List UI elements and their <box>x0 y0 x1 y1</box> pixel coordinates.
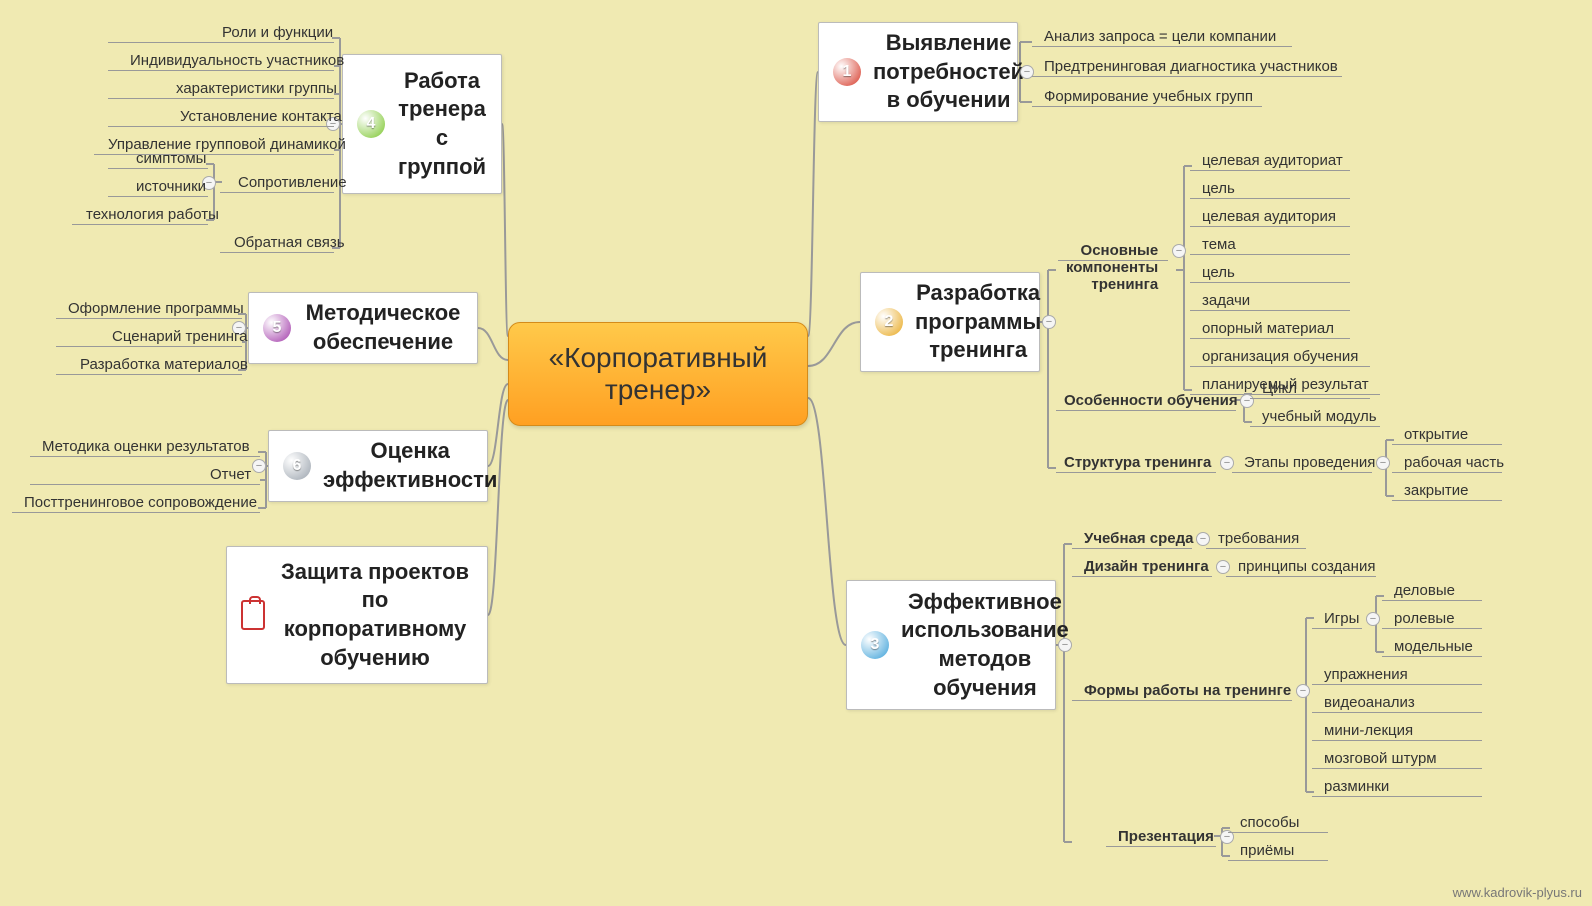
leaf-node[interactable]: Обратная связь <box>230 232 349 253</box>
leaf-node[interactable]: Игры <box>1320 608 1363 629</box>
collapse-toggle[interactable]: − <box>1376 456 1390 470</box>
leaf-node[interactable]: Посттренинговое сопровождение <box>20 492 261 513</box>
collapse-toggle[interactable]: − <box>1172 244 1186 258</box>
leaf-node[interactable]: технология работы <box>82 204 223 225</box>
branch-title: Работатренерасгруппой <box>397 67 487 181</box>
leaf-node[interactable]: принципы создания <box>1234 556 1379 577</box>
branch-title: Разработкапрограммытренинга <box>915 279 1041 365</box>
leaf-node[interactable]: источники <box>132 176 210 197</box>
leaf-node[interactable]: Дизайн тренинга <box>1080 556 1213 577</box>
leaf-node[interactable]: Методика оценки результатов <box>38 436 254 457</box>
branch-b5[interactable]: 5 Методическоеобеспечение <box>248 292 478 364</box>
branch-title: Выявлениепотребностейв обучении <box>873 29 1024 115</box>
leaf-node[interactable]: симптомы <box>132 148 210 169</box>
branch-title: Оценкаэффективности <box>323 437 497 494</box>
leaf-node[interactable]: Этапы проведения <box>1240 452 1379 473</box>
badge-icon: 2 <box>875 308 903 336</box>
leaf-node[interactable]: упражнения <box>1320 664 1412 685</box>
collapse-toggle[interactable]: − <box>1296 684 1310 698</box>
leaf-node[interactable]: Анализ запроса = цели компании <box>1040 26 1280 47</box>
leaf-node[interactable]: Установление контакта <box>176 106 346 127</box>
collapse-toggle[interactable]: − <box>1216 560 1230 574</box>
badge-icon: 5 <box>263 314 291 342</box>
watermark: www.kadrovik-plyus.ru <box>1453 885 1582 900</box>
leaf-node[interactable]: Учебная среда <box>1080 528 1197 549</box>
leaf-node[interactable]: Сопротивление <box>234 172 351 193</box>
leaf-node[interactable]: организация обучения <box>1198 346 1362 367</box>
leaf-node[interactable]: опорный материал <box>1198 318 1338 339</box>
badge-icon: 1 <box>833 58 861 86</box>
mindmap-canvas: «Корпоративныйтренер»1Выявлениепотребнос… <box>0 0 1592 906</box>
leaf-node[interactable]: Презентация <box>1114 826 1218 847</box>
branch-b4[interactable]: 4 Работатренерасгруппой <box>342 54 502 194</box>
leaf-node[interactable]: модельные <box>1390 636 1477 657</box>
collapse-toggle[interactable]: − <box>1366 612 1380 626</box>
leaf-node[interactable]: цель <box>1198 178 1239 199</box>
leaf-node[interactable]: Оформление программы <box>64 298 248 319</box>
leaf-node[interactable]: Формы работы на тренинге <box>1080 680 1295 701</box>
collapse-toggle[interactable]: − <box>1220 456 1234 470</box>
leaf-node[interactable]: Основныекомпонентытренинга <box>1062 240 1162 295</box>
leaf-node[interactable]: деловые <box>1390 580 1459 601</box>
leaf-node[interactable]: разминки <box>1320 776 1393 797</box>
leaf-node[interactable]: учебный модуль <box>1258 406 1381 427</box>
leaf-node[interactable]: Цикл <box>1258 378 1301 399</box>
branch-title: Методическоеобеспечение <box>303 299 463 356</box>
leaf-node[interactable]: целевая аудиториат <box>1198 150 1347 171</box>
collapse-toggle[interactable]: − <box>1196 532 1210 546</box>
leaf-node[interactable]: Разработка материалов <box>76 354 252 375</box>
leaf-node[interactable]: приёмы <box>1236 840 1298 861</box>
center-topic[interactable]: «Корпоративныйтренер» <box>508 322 808 426</box>
leaf-node[interactable]: ролевые <box>1390 608 1459 629</box>
leaf-node[interactable]: Предтренинговая диагностика участников <box>1040 56 1342 77</box>
badge-icon: 6 <box>283 452 311 480</box>
leaf-node[interactable]: Особенности обучения <box>1060 390 1242 411</box>
branch-b2[interactable]: 2 Разработкапрограммытренинга <box>860 272 1040 372</box>
branch-title: Защита проектовпокорпоративномуобучению <box>277 558 473 672</box>
branch-b6[interactable]: 6Оценкаэффективности <box>268 430 488 502</box>
leaf-node[interactable]: цель <box>1198 262 1239 283</box>
branch-b1[interactable]: 1Выявлениепотребностейв обучении <box>818 22 1018 122</box>
leaf-node[interactable]: Формирование учебных групп <box>1040 86 1257 107</box>
collapse-toggle[interactable]: − <box>1240 394 1254 408</box>
branch-b7[interactable]: Защита проектовпокорпоративномуобучению <box>226 546 488 684</box>
leaf-node[interactable]: характеристики группы <box>172 78 341 99</box>
leaf-node[interactable]: открытие <box>1400 424 1472 445</box>
leaf-node[interactable]: Отчет <box>206 464 255 485</box>
leaf-node[interactable]: Индивидуальность участников <box>126 50 348 71</box>
clipboard-icon <box>241 600 265 630</box>
leaf-node[interactable]: Сценарий тренинга <box>108 326 251 347</box>
badge-icon: 4 <box>357 110 385 138</box>
badge-icon: 3 <box>861 631 889 659</box>
leaf-node[interactable]: требования <box>1214 528 1303 549</box>
collapse-toggle[interactable]: − <box>1058 638 1072 652</box>
leaf-node[interactable]: видеоанализ <box>1320 692 1419 713</box>
branch-b3[interactable]: 3Эффективноеиспользованиеметодовобучения <box>846 580 1056 710</box>
leaf-node[interactable]: Структура тренинга <box>1060 452 1215 473</box>
leaf-node[interactable]: рабочая часть <box>1400 452 1508 473</box>
branch-title: Эффективноеиспользованиеметодовобучения <box>901 588 1069 702</box>
leaf-node[interactable]: задачи <box>1198 290 1254 311</box>
leaf-node[interactable]: закрытие <box>1400 480 1473 501</box>
collapse-toggle[interactable]: − <box>1042 315 1056 329</box>
leaf-node[interactable]: способы <box>1236 812 1303 833</box>
leaf-node[interactable]: целевая аудитория <box>1198 206 1340 227</box>
leaf-node[interactable]: Роли и функции <box>218 22 337 43</box>
leaf-node[interactable]: мозговой штурм <box>1320 748 1441 769</box>
leaf-node[interactable]: тема <box>1198 234 1240 255</box>
leaf-node[interactable]: мини-лекция <box>1320 720 1417 741</box>
